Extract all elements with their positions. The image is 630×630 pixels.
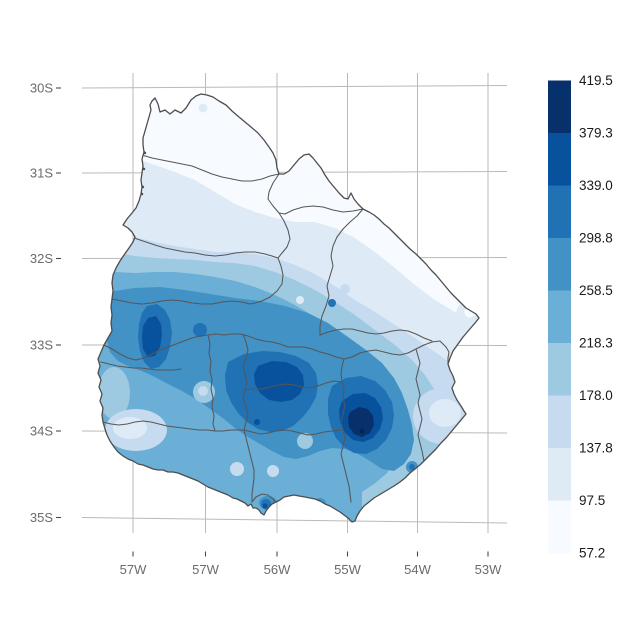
contour-field bbox=[98, 94, 479, 522]
dark-spot-east-coast-core bbox=[409, 464, 415, 470]
dark-spot-montevideo-3 bbox=[262, 503, 268, 509]
light-pocket-colonia-core bbox=[113, 417, 147, 439]
light-pocket-canelones-1 bbox=[230, 462, 244, 476]
legend-color-block bbox=[548, 343, 571, 396]
latitude-tick-label: 31S bbox=[30, 166, 53, 181]
light-pocket-north bbox=[198, 103, 208, 113]
core-southeast-max-dot bbox=[359, 428, 365, 434]
dark-spot-2 bbox=[328, 299, 336, 307]
latitude-tick-label: 34S bbox=[30, 424, 53, 439]
legend-break-label: 379.3 bbox=[579, 126, 613, 141]
light-pocket-center bbox=[296, 296, 304, 304]
legend-break-label: 137.8 bbox=[579, 441, 613, 456]
longitude-tick-label: 53W bbox=[475, 562, 502, 577]
latitude-tick-label: 33S bbox=[30, 338, 53, 353]
latitude-gridline bbox=[81, 517, 508, 524]
longitude-tick-label: 54W bbox=[404, 562, 431, 577]
light-pocket-west-strip bbox=[98, 367, 130, 419]
latitude-tick-label: 30S bbox=[30, 81, 53, 96]
legend-color-block bbox=[548, 395, 571, 449]
core-southeast-max bbox=[348, 407, 374, 437]
light-pocket-rocha-core bbox=[429, 399, 461, 427]
legend-color-block bbox=[548, 500, 571, 554]
core-dot-central bbox=[254, 419, 260, 425]
longitude-tick-label: 57W bbox=[192, 562, 219, 577]
legend-color-block bbox=[548, 185, 571, 239]
longitude-tick-label: 56W bbox=[264, 562, 291, 577]
legend-color-block bbox=[548, 133, 571, 186]
legend-break-label: 258.5 bbox=[579, 283, 613, 298]
core-west bbox=[142, 316, 162, 357]
legend-color-block bbox=[548, 238, 571, 291]
legend-break-label: 419.5 bbox=[579, 73, 613, 88]
longitude-tick-label: 55W bbox=[334, 562, 361, 577]
legend-break-label: 218.3 bbox=[579, 336, 613, 351]
light-pocket-center-south bbox=[297, 433, 313, 449]
legend-color-block bbox=[548, 448, 571, 501]
light-pocket-center-2 bbox=[340, 284, 350, 294]
latitude-axis: 30S 31S 32S 33S 34S 35S bbox=[30, 81, 61, 525]
uruguay-outline bbox=[97, 93, 480, 523]
light-pocket-canelones-2 bbox=[267, 465, 279, 477]
longitude-axis: 57W 57W 56W 55W 54W 53W bbox=[120, 551, 502, 577]
latitude-gridline bbox=[81, 85, 508, 89]
legend-break-label: 298.8 bbox=[579, 231, 613, 246]
light-pocket-flores-core bbox=[198, 386, 208, 396]
legend-color-block bbox=[548, 290, 571, 344]
legend-color-block bbox=[548, 80, 571, 134]
legend-break-label: 97.5 bbox=[579, 493, 605, 508]
latitude-tick-label: 32S bbox=[30, 251, 53, 266]
legend-break-label: 57.2 bbox=[579, 546, 605, 561]
legend-break-label: 178.0 bbox=[579, 388, 613, 403]
core-central bbox=[254, 361, 304, 402]
longitude-tick-label: 57W bbox=[120, 562, 147, 577]
department-borders bbox=[100, 151, 450, 504]
legend-break-label: 339.0 bbox=[579, 178, 613, 193]
legend-colorbar: 419.5 379.3 339.0 298.8 258.5 218.3 178.0 137.8… bbox=[548, 73, 613, 561]
latitude-tick-label: 35S bbox=[30, 510, 53, 525]
dark-spot-1 bbox=[193, 323, 207, 337]
